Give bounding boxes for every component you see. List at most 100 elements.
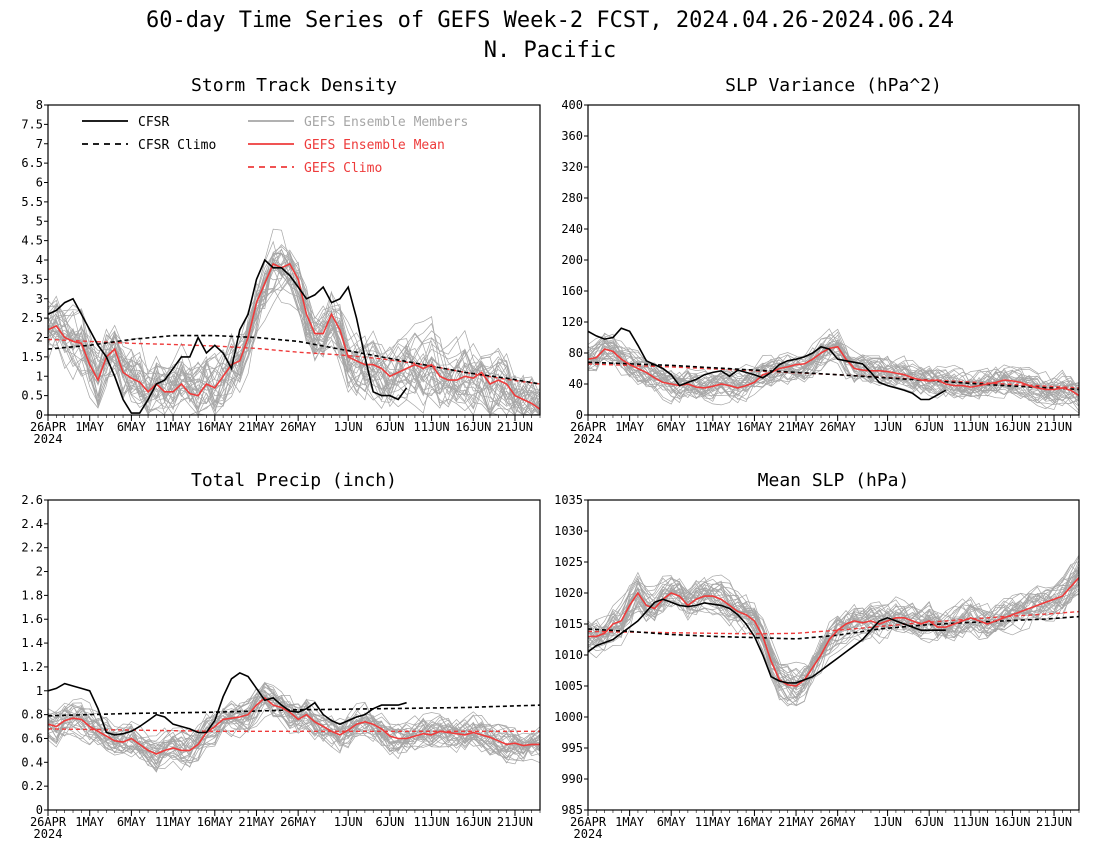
ensemble-member-line <box>48 244 540 415</box>
panel-title: Total Precip (inch) <box>191 470 397 491</box>
ensemble-member-line <box>588 556 1079 701</box>
y-tick-label: 1020 <box>554 586 583 600</box>
ensemble-member-line <box>588 333 1079 403</box>
y-tick-label: 360 <box>561 129 583 143</box>
y-tick-label: 0 <box>576 408 583 422</box>
series-cfsr <box>48 671 407 736</box>
panel-title: Storm Track Density <box>191 75 397 96</box>
x-tick-label: 6MAY <box>657 420 687 434</box>
x-tick-label: 1MAY <box>615 815 645 829</box>
legend-label-cfsr: CFSR <box>138 115 169 130</box>
chart-panel-3: Total Precip (inch) 0 0.2 0.4 0.6 0.8 1 1.2 1.4 1… <box>21 470 541 841</box>
y-tick-label: 40 <box>569 377 583 391</box>
x-tick-label: 21MAY <box>778 815 815 829</box>
x-tick-label: 6JUN <box>915 420 944 434</box>
y-tick-label: 2 <box>36 565 43 579</box>
x-tick-label: 21JUN <box>497 420 533 434</box>
y-tick-label: 1005 <box>554 679 583 693</box>
y-tick-label: 2.4 <box>21 517 43 531</box>
ensemble-member-line <box>48 689 540 755</box>
series-cfsr <box>48 258 408 414</box>
series-cfsr <box>588 598 946 684</box>
y-tick-label: 120 <box>561 315 583 329</box>
ensemble-member-line <box>48 691 540 772</box>
y-tick-label: 240 <box>561 222 583 236</box>
y-tick-label: 0.2 <box>21 779 43 793</box>
ensemble-member-line <box>588 588 1079 707</box>
ensemble-member-line <box>588 352 1079 414</box>
x-tick-label: 11JUN <box>953 815 989 829</box>
ensemble-member-line <box>48 682 540 761</box>
y-tick-label: 80 <box>569 346 583 360</box>
legend-label-members: GEFS Ensemble Members <box>304 115 468 130</box>
y-tick-label: 3 <box>36 292 43 306</box>
x-year-label: 2024 <box>574 432 603 446</box>
ensemble-member-line <box>588 341 1079 399</box>
series-gefs-ensemble-mean <box>588 345 1079 397</box>
y-tick-label: 1.2 <box>21 660 43 674</box>
x-tick-label: 16MAY <box>736 420 773 434</box>
x-tick-label: 1MAY <box>75 420 105 434</box>
series-cfsr <box>588 327 947 401</box>
x-tick-label: 1MAY <box>75 815 105 829</box>
y-tick-label: 1 <box>36 369 43 383</box>
x-tick-label: 16JUN <box>994 815 1030 829</box>
ensemble-member-line <box>588 569 1079 683</box>
series-gefs-ensemble-mean <box>48 262 540 410</box>
x-tick-label: 11JUN <box>414 815 450 829</box>
x-tick-label: 26APR <box>30 815 67 829</box>
x-year-label: 2024 <box>574 827 603 841</box>
x-tick-label: 26APR <box>30 420 67 434</box>
x-tick-label: 6JUN <box>915 815 944 829</box>
x-tick-label: 11MAY <box>155 420 192 434</box>
y-tick-label: 0 <box>36 408 43 422</box>
x-tick-label: 16MAY <box>197 420 234 434</box>
chart-panel-1: Storm Track Density 0 0.5 1 1.5 2 2.5 3 3.5 4 4.5 5… <box>21 75 541 446</box>
x-tick-label: 1JUN <box>334 420 363 434</box>
panels: Storm Track Density 0 0.5 1 1.5 2 2.5 3 3.5 4 4.5 5… <box>21 75 1080 841</box>
y-tick-label: 0.6 <box>21 731 43 745</box>
ensemble-member-line <box>48 687 540 756</box>
x-year-label: 2024 <box>34 827 63 841</box>
series-cfsr-climo <box>48 704 540 717</box>
figure-subtitle: N. Pacific <box>484 38 616 63</box>
x-tick-label: 21JUN <box>1036 815 1072 829</box>
x-tick-label: 11JUN <box>953 420 989 434</box>
y-tick-label: 2 <box>36 331 43 345</box>
x-tick-label: 1JUN <box>873 815 902 829</box>
y-tick-label: 7 <box>36 137 43 151</box>
x-tick-label: 1JUN <box>334 815 363 829</box>
y-tick-label: 0.5 <box>21 389 43 403</box>
y-tick-label: 1035 <box>554 493 583 507</box>
y-tick-label: 320 <box>561 160 583 174</box>
x-tick-label: 6MAY <box>657 815 687 829</box>
ensemble-member-line <box>588 340 1079 402</box>
y-tick-label: 1.5 <box>21 350 43 364</box>
ensemble-member-line <box>588 336 1079 399</box>
series-cfsr-climo <box>48 334 540 385</box>
series-gefs-climo <box>48 728 540 732</box>
x-tick-label: 21JUN <box>497 815 533 829</box>
series-gefs-climo <box>588 610 1079 635</box>
y-tick-label: 2.5 <box>21 311 43 325</box>
x-tick-label: 26APR <box>570 420 607 434</box>
panel-title: Mean SLP (hPa) <box>758 470 910 491</box>
y-tick-label: 0.4 <box>21 755 43 769</box>
legend-label-mean: GEFS Ensemble Mean <box>304 138 445 153</box>
y-tick-label: 1 <box>36 684 43 698</box>
y-tick-label: 1010 <box>554 648 583 662</box>
ensemble-member-line <box>48 288 540 415</box>
legend-label-gefs_climo: GEFS Climo <box>304 161 382 176</box>
ensemble-member-line <box>48 261 540 415</box>
x-tick-label: 16MAY <box>197 815 234 829</box>
ensemble-member-line <box>48 253 540 412</box>
ensemble-members <box>48 228 540 415</box>
ensemble-member-line <box>588 577 1079 687</box>
x-tick-label: 26MAY <box>280 815 317 829</box>
series-gefs-ensemble-mean <box>588 576 1079 687</box>
x-tick-label: 21MAY <box>238 815 275 829</box>
y-tick-label: 400 <box>561 98 583 112</box>
x-tick-label: 6JUN <box>375 420 404 434</box>
y-tick-label: 1030 <box>554 524 583 538</box>
